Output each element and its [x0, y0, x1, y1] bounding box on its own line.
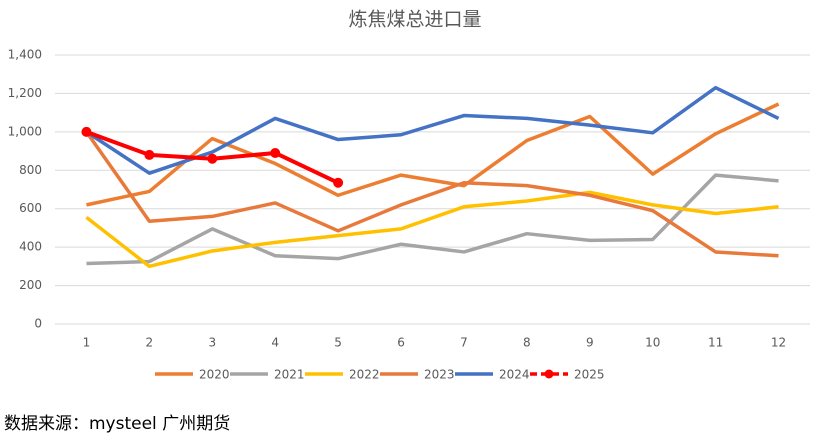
series-line [86, 173, 779, 266]
point [207, 153, 218, 164]
legend-label: 2021 [274, 368, 305, 382]
x-tick-label: 12 [771, 336, 786, 350]
footer: 数据来源：mysteel 广州期货 [4, 414, 230, 434]
x-tick-label: 7 [460, 336, 468, 350]
point [333, 177, 344, 188]
y-tick-label: 0 [34, 317, 42, 331]
legend-label: 2024 [499, 368, 530, 382]
x-tick-label: 4 [271, 336, 279, 350]
legend-label: 2022 [349, 368, 380, 382]
chart-title: 炼焦煤总进口量 [348, 9, 481, 31]
x-tick-label: 10 [645, 336, 660, 350]
series-line [86, 102, 780, 207]
x-tick-label: 3 [208, 336, 216, 350]
x-tick-label: 5 [334, 336, 342, 350]
x-tick-label: 2 [146, 336, 154, 350]
y-tick-label: 200 [19, 278, 42, 292]
x-tick-label: 11 [708, 336, 723, 350]
y-tick-label: 400 [19, 240, 42, 254]
x-tick-label: 6 [397, 336, 405, 350]
x-tick-label: 8 [523, 336, 531, 350]
y-tick-label: 1,000 [8, 124, 42, 138]
series-line [85, 130, 779, 258]
series-line [85, 85, 780, 175]
point [81, 126, 92, 137]
x-tick-label: 1 [83, 336, 91, 350]
series-line [85, 190, 779, 269]
x-tick-label: 9 [586, 336, 594, 350]
legend-label: 2020 [199, 368, 230, 382]
y-tick-label: 800 [19, 163, 42, 177]
y-tick-label: 600 [19, 201, 42, 215]
legend-label: 2025 [574, 368, 605, 382]
point [144, 149, 155, 160]
y-tick-label: 1,200 [8, 86, 42, 100]
legend-label: 2023 [424, 368, 455, 382]
legend-marker [544, 369, 554, 379]
point [270, 147, 281, 158]
y-tick-label: 1,400 [8, 48, 42, 62]
